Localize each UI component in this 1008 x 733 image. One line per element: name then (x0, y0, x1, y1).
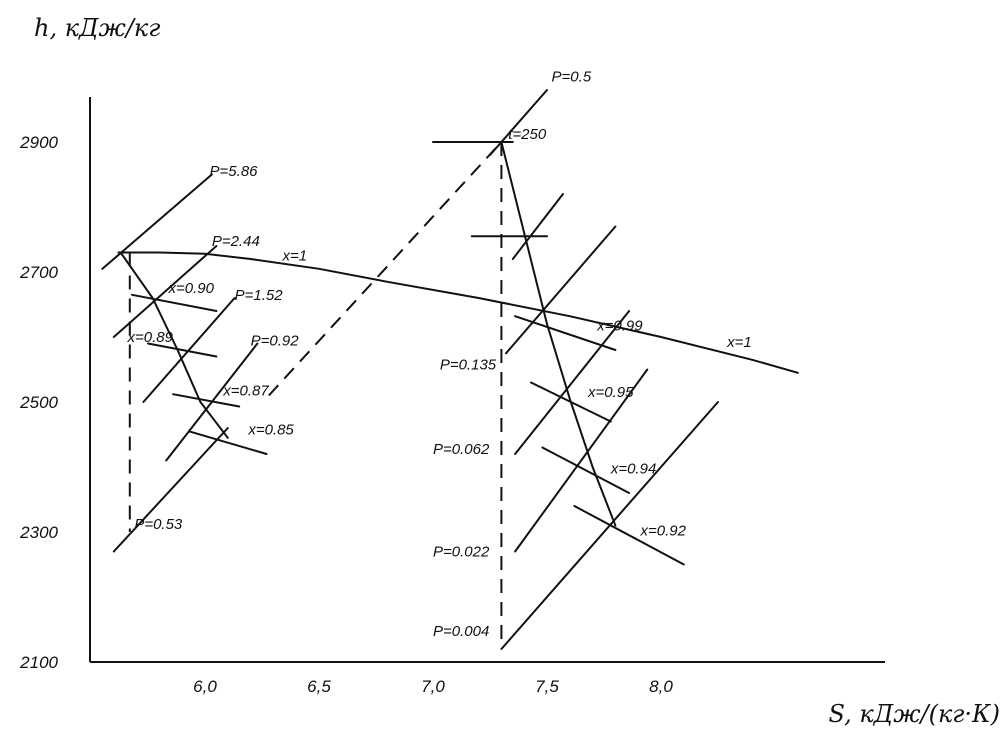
x-tick-label-8: 8,0 (649, 677, 673, 696)
y-tick-labels: 2100 2300 2500 2700 2900 (19, 133, 58, 672)
y-tick-label-2500: 2500 (19, 393, 58, 412)
expansion-right (500, 141, 617, 527)
annotation-16: P=0.062 (433, 441, 490, 458)
process-lines (101, 89, 799, 650)
isobar-P0.135 (505, 225, 617, 355)
dryness-x0.85 (188, 430, 268, 455)
y-tick-label-2700: 2700 (19, 263, 58, 282)
dryness-x0.90 (131, 293, 218, 312)
isobar-upper-mid (511, 193, 564, 260)
annotation-9: P=0.53 (134, 516, 183, 533)
x-axis-title: S, кДж/(кг·К) (829, 700, 1000, 728)
annotation-15: x=0.95 (587, 384, 634, 401)
annotation-14: P=0.135 (440, 357, 497, 374)
x-tick-label-6-5: 6,5 (307, 677, 331, 696)
dashed-connector (268, 141, 503, 397)
annotation-17: x=0.94 (610, 461, 656, 478)
annotation-2: x=1 (282, 247, 308, 264)
y-tick-label-2900: 2900 (19, 133, 58, 152)
annotation-11: t=250 (508, 126, 547, 143)
annotation-19: P=0.022 (433, 544, 490, 561)
y-tick-label-2100: 2100 (19, 653, 58, 672)
x-tick-label-7-5: 7,5 (535, 677, 559, 696)
annotation-13: x=1 (726, 334, 752, 351)
annotation-1: P=2.44 (212, 233, 260, 250)
annotation-6: P=0.92 (251, 332, 300, 349)
saturation-curve-x1 (117, 251, 799, 374)
dryness-x0.87 (172, 393, 241, 408)
isobar-P0.53 (112, 427, 229, 553)
annotation-0: P=5.86 (210, 163, 259, 180)
annotation-18: x=0.92 (639, 522, 686, 539)
isobar-P0.062 (514, 310, 631, 455)
annotation-8: x=0.85 (247, 422, 294, 439)
annotation-20: P=0.004 (433, 623, 489, 640)
dryness-x0.89 (147, 342, 218, 358)
x-tick-labels: 6,0 6,5 7,0 7,5 8,0 (193, 677, 673, 696)
y-tick-label-2300: 2300 (19, 523, 58, 542)
annotation-5: x=0.89 (126, 329, 173, 346)
annotation-7: x=0.87 (222, 383, 269, 400)
y-axis-title: h, кДж/кг (34, 14, 160, 42)
x-tick-label-6: 6,0 (193, 677, 217, 696)
annotation-12: x=0.99 (596, 318, 643, 335)
annotation-10: P=0.5 (552, 69, 592, 86)
isobar-P1.52 (142, 297, 236, 403)
dryness-x0.99 (514, 315, 617, 351)
isobar-P5.86 (101, 173, 213, 270)
dryness-x0.94 (541, 446, 631, 494)
isobar-P2.44 (112, 245, 218, 338)
x-tick-label-7: 7,0 (421, 677, 445, 696)
annotation-3: x=0.90 (168, 280, 215, 297)
isobar-P0.022 (514, 368, 649, 553)
annotation-4: P=1.52 (235, 287, 284, 304)
dryness-x0.92 (573, 505, 685, 566)
dryness-x0.95 (530, 381, 612, 423)
isobar-P0.5 (489, 89, 548, 156)
annotations: P=5.86 P=2.44 x=1 x=0.90 P=1.52 x=0.89 P=0.92 x… (126, 69, 751, 640)
